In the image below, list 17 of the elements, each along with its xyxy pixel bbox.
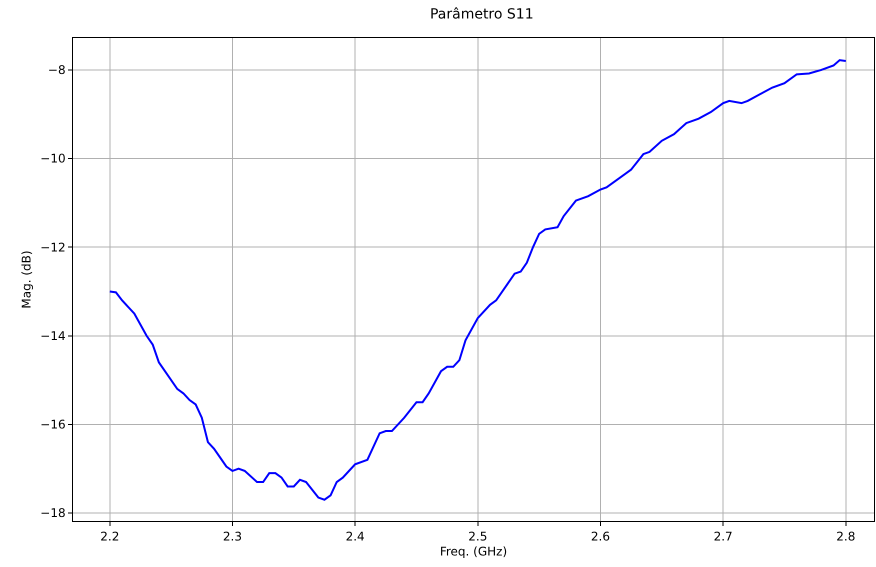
x-tick-label: 2.4 bbox=[346, 529, 365, 544]
x-tick-label: 2.2 bbox=[100, 529, 120, 544]
chart-title: Parâmetro S11 bbox=[430, 6, 534, 22]
x-tick-label: 2.3 bbox=[222, 529, 242, 544]
x-tick-label: 2.6 bbox=[590, 529, 610, 544]
y-tick-label: −12 bbox=[40, 240, 66, 254]
y-tick-label: −8 bbox=[48, 63, 66, 78]
line-series bbox=[108, 59, 847, 501]
y-tick-label: −10 bbox=[40, 152, 66, 166]
x-axis-title: Freq. (GHz) bbox=[440, 544, 508, 558]
y-tick-label: −14 bbox=[40, 328, 66, 343]
y-tick-label: −16 bbox=[40, 418, 66, 432]
x-tick-label: 2.7 bbox=[714, 529, 733, 544]
x-tick-label: 2.8 bbox=[836, 529, 856, 544]
y-tick-label: −18 bbox=[40, 506, 66, 520]
x-tick-label: 2.5 bbox=[468, 529, 488, 544]
y-axis-title: Mag. (dB) bbox=[20, 250, 34, 309]
